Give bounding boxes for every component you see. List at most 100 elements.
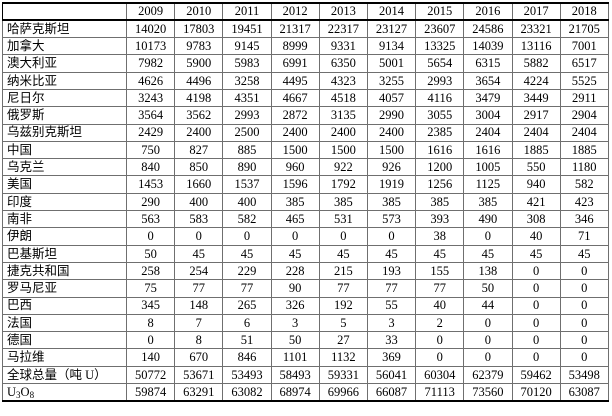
row-label: 乌兹别克斯坦 — [2, 123, 127, 142]
table-cell: 4116 — [415, 88, 465, 108]
table-cell: 5900 — [174, 54, 224, 73]
table-cell: 1132 — [318, 348, 368, 367]
table-row: 乌克兰 840 850 890 960 922 926 1200 1005 550 1180 — [2, 158, 609, 177]
table-cell: 385 — [318, 192, 368, 212]
table-cell: 0 — [125, 227, 176, 246]
table-cell: 369 — [366, 348, 417, 367]
row-label: 全球总量（吨 U） — [2, 365, 127, 385]
table-cell: 1616 — [415, 140, 465, 160]
table-cell: 385 — [415, 192, 465, 212]
table-cell: 45 — [463, 244, 513, 263]
table-cell: 1500 — [366, 140, 417, 160]
table-cell: 400 — [222, 192, 272, 212]
table-cell: 215 — [318, 261, 368, 281]
table-cell: 531 — [318, 210, 368, 229]
column-header-2013: 2013 — [318, 2, 368, 22]
table-cell: 2404 — [511, 123, 561, 142]
table-cell: 1596 — [270, 175, 320, 194]
table-cell: 63087 — [559, 383, 609, 402]
table-cell: 45 — [174, 244, 224, 263]
table-cell: 77 — [174, 279, 224, 298]
table-cell: 385 — [270, 192, 320, 212]
table-cell: 940 — [511, 175, 561, 194]
table-cell: 19451 — [222, 19, 272, 39]
column-header-2016: 2016 — [463, 2, 513, 22]
table-cell: 228 — [270, 261, 320, 281]
table-cell: 1256 — [415, 175, 465, 194]
table-cell: 265 — [222, 296, 272, 315]
row-label: 纳米比亚 — [2, 71, 127, 90]
table-cell: 0 — [559, 261, 609, 281]
row-label: 伊朗 — [2, 227, 127, 246]
table-cell: 4495 — [270, 71, 320, 90]
table-cell: 10173 — [125, 37, 176, 56]
table-header: 2009 2010 2011 2012 2013 2014 2015 2016 2017 2018 — [2, 2, 609, 22]
table-row: 中国 750 827 885 1500 1500 1500 1616 1616 1885 1885 — [2, 140, 609, 160]
table-cell: 3255 — [366, 71, 417, 90]
row-label: 捷克共和国 — [2, 261, 127, 281]
table-cell: 0 — [511, 296, 561, 315]
table-row: 德国 0 8 51 50 27 33 0 0 0 0 — [2, 331, 609, 350]
table-cell: 0 — [511, 279, 561, 298]
table-cell: 63291 — [174, 383, 224, 402]
table-cell: 850 — [174, 158, 224, 177]
table-row: 南非 563 583 582 465 531 573 393 490 308 346 — [2, 210, 609, 229]
table-cell: 44 — [463, 296, 513, 315]
table-cell: 5001 — [366, 54, 417, 73]
table-cell: 2400 — [174, 123, 224, 142]
table-cell: 2500 — [222, 123, 272, 142]
row-label: 尼日尔 — [2, 88, 127, 108]
table-cell: 3 — [366, 313, 417, 333]
row-label: 哈萨克斯坦 — [2, 19, 127, 39]
table-cell: 59331 — [318, 365, 368, 385]
table-cell: 45 — [366, 244, 417, 263]
table-cell: 7001 — [559, 37, 609, 56]
table-cell: 60304 — [415, 365, 465, 385]
table-cell: 0 — [463, 348, 513, 367]
table-cell: 4198 — [174, 88, 224, 108]
column-header-2010: 2010 — [174, 2, 224, 22]
uranium-production-table: 2009 2010 2011 2012 2013 2014 2015 2016 2017 2018… — [2, 2, 609, 402]
table-cell: 5983 — [222, 54, 272, 73]
table-cell: 890 — [222, 158, 272, 177]
table-cell: 750 — [125, 140, 176, 160]
table-cell: 0 — [318, 227, 368, 246]
table-row: 乌兹别克斯坦 2429 2400 2500 2400 2400 2400 2385 2404 24… — [2, 123, 609, 142]
column-header-2018: 2018 — [559, 2, 609, 22]
row-label-text: 印度 — [7, 194, 33, 209]
table-cell: 1500 — [270, 140, 320, 160]
table-cell: 2400 — [366, 123, 417, 142]
column-header-2015: 2015 — [415, 2, 465, 22]
table-cell: 9145 — [222, 37, 272, 56]
row-label: 乌克兰 — [2, 158, 127, 177]
table-cell: 670 — [174, 348, 224, 367]
table-cell: 3135 — [318, 106, 368, 125]
table-cell: 50 — [270, 331, 320, 350]
table-cell: 0 — [559, 296, 609, 315]
row-label-text: 中国 — [7, 142, 33, 157]
table-cell: 13325 — [415, 37, 465, 56]
table-row: 尼日尔 3243 4198 4351 4667 4518 4057 4116 3479 3449 2… — [2, 88, 609, 108]
table-cell: 2993 — [415, 71, 465, 90]
table-cell: 8 — [174, 331, 224, 350]
table-cell: 21705 — [559, 19, 609, 39]
table-row: 全球总量（吨 U） 50772 53671 53493 58493 59331 56041 6… — [2, 365, 609, 385]
table-cell: 33 — [366, 331, 417, 350]
table-cell: 71113 — [415, 383, 465, 402]
row-label: 南非 — [2, 210, 127, 229]
table-cell: 13116 — [511, 37, 561, 56]
row-label-text: 美国 — [7, 177, 33, 192]
table-row: 巴基斯坦 50 45 45 45 45 45 45 45 45 45 — [2, 244, 609, 263]
table-row: 澳大利亚 7982 5900 5983 6991 6350 5001 5654 6315 5882… — [2, 54, 609, 73]
table-cell: 0 — [511, 348, 561, 367]
row-label-text: 伊朗 — [7, 229, 33, 244]
table-row: 法国 8 7 6 3 5 3 2 0 0 0 — [2, 313, 609, 333]
table-cell: 75 — [125, 279, 176, 298]
table-body: 哈萨克斯坦 14020 17803 19451 21317 22317 23127 23607… — [2, 19, 609, 402]
table-cell: 6350 — [318, 54, 368, 73]
table-cell: 23607 — [415, 19, 465, 39]
table-cell: 326 — [270, 296, 320, 315]
table-cell: 4667 — [270, 88, 320, 108]
table-cell: 885 — [222, 140, 272, 160]
table-cell: 77 — [366, 279, 417, 298]
